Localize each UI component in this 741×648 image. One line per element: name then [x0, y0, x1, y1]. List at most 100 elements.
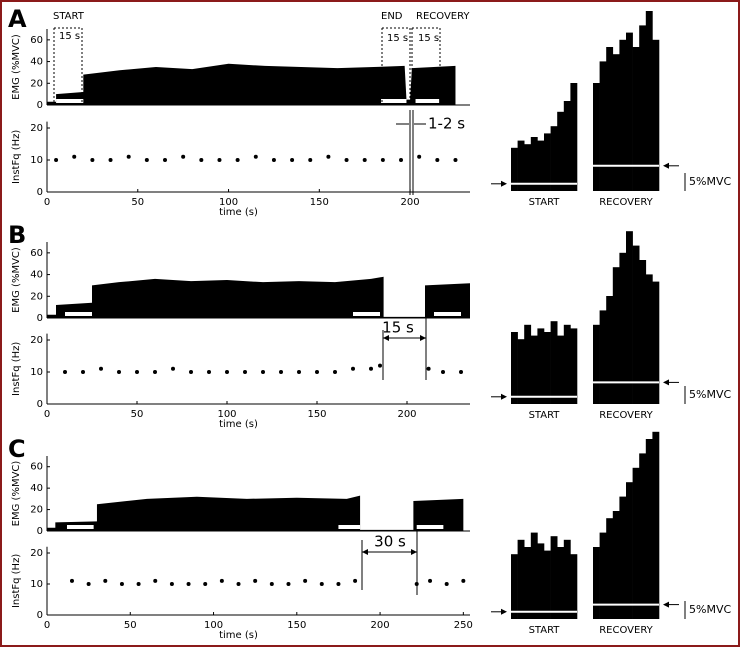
y-tick-label: 20 [30, 505, 43, 516]
inset-bar [550, 536, 558, 619]
fq-dot [69, 578, 74, 583]
inset-bar [570, 328, 578, 404]
inset-bar [645, 439, 653, 619]
y-label: InstFq (Hz) [11, 554, 22, 608]
y-tick-label: 60 [30, 462, 43, 473]
fq-dot [297, 370, 301, 374]
annotation: 15 s [59, 31, 80, 42]
y-tick-label: 20 [30, 78, 43, 89]
y-label: EMG (%MVC) [11, 247, 22, 313]
fq-dot [253, 154, 258, 159]
x-tick-label: 50 [124, 620, 137, 631]
inset-bar [632, 467, 640, 619]
x-tick-label: 200 [371, 620, 390, 631]
fq-dot [219, 578, 224, 583]
fq-dot [253, 578, 258, 583]
fq-dot [333, 370, 337, 374]
inset-bar [544, 332, 551, 404]
inset-bar [570, 554, 578, 619]
inset-bar [626, 482, 633, 619]
annotation: START [53, 11, 85, 22]
y-tick-label: 40 [30, 483, 43, 494]
x-tick-label: 250 [454, 620, 473, 631]
inset-bar [652, 281, 660, 404]
y-tick-label: 40 [30, 57, 43, 68]
fq-dot [326, 154, 331, 159]
inset-bar [563, 101, 571, 191]
fq-dot [435, 158, 440, 162]
emg-area [47, 63, 456, 105]
inset-bar [639, 260, 647, 404]
arrow-head [411, 549, 417, 555]
fq-dot [189, 370, 193, 374]
inset-bar [612, 267, 620, 404]
inset-bar [612, 54, 620, 192]
fq-dot [119, 582, 124, 586]
fq-dot [308, 158, 313, 162]
emg-area [47, 495, 464, 531]
x-label: time (s) [219, 630, 258, 641]
inset-bar [645, 11, 653, 191]
inset-bar [632, 245, 640, 404]
fq-dot [441, 370, 445, 374]
window-bar [65, 312, 92, 316]
annotation: 1-2 s [428, 115, 465, 133]
scale-label: 5%MVC [689, 175, 731, 188]
annotation: 15 s [387, 33, 408, 44]
inset-bar [632, 47, 640, 191]
inset-bar [593, 324, 600, 404]
inset-bar [537, 328, 545, 404]
x-tick-label: 100 [219, 197, 238, 208]
fq-dot [135, 370, 139, 374]
y-tick-label: 10 [30, 155, 43, 166]
annotation: 15 s [382, 319, 414, 337]
inset-bar [612, 511, 620, 619]
y-tick-label: 20 [30, 548, 43, 559]
y-label: InstFq (Hz) [11, 342, 22, 396]
scale-label: 5%MVC [689, 388, 731, 401]
fq-dot [453, 158, 458, 162]
x-tick-label: 0 [44, 197, 50, 208]
inset-bar [563, 324, 571, 404]
y-tick-label: 40 [30, 270, 43, 281]
inset-label: RECOVERY [599, 410, 653, 421]
inset-bar [530, 532, 538, 619]
fq-dot [63, 370, 67, 374]
arrow-head [420, 335, 426, 341]
fq-dot [290, 158, 295, 162]
fq-dot [315, 370, 319, 374]
y-label: InstFq (Hz) [11, 130, 22, 184]
annotation: END [381, 11, 403, 22]
inset-bar [511, 554, 518, 619]
fq-dot [90, 158, 95, 162]
inset-bar [544, 133, 551, 191]
inset-bar [606, 47, 614, 191]
inset-bar [550, 321, 558, 404]
fq-dot [171, 366, 175, 371]
fq-dot [81, 370, 85, 374]
y-tick-label: 60 [30, 35, 43, 46]
x-tick-label: 150 [307, 409, 326, 420]
inset-bar [626, 231, 633, 404]
inset-bar [639, 453, 647, 619]
fq-dot [103, 578, 108, 583]
fq-dot [136, 582, 141, 586]
fq-dot [163, 158, 168, 162]
x-tick-label: 100 [204, 620, 223, 631]
inset-bar [544, 550, 551, 619]
fq-dot [303, 578, 308, 583]
x-tick-label: 0 [44, 620, 50, 631]
y-tick-label: 0 [37, 399, 43, 410]
fq-dot [378, 363, 382, 368]
fq-dot [417, 154, 422, 159]
scale-label: 5%MVC [689, 603, 731, 616]
inset-bar [606, 518, 614, 619]
inset-bar [570, 83, 578, 191]
arrow-head [501, 393, 507, 400]
x-tick-label: 0 [44, 409, 50, 420]
inset-bar [639, 25, 647, 192]
inset-bar [550, 126, 558, 191]
inset-bar [619, 39, 627, 191]
window-bar [381, 99, 407, 103]
